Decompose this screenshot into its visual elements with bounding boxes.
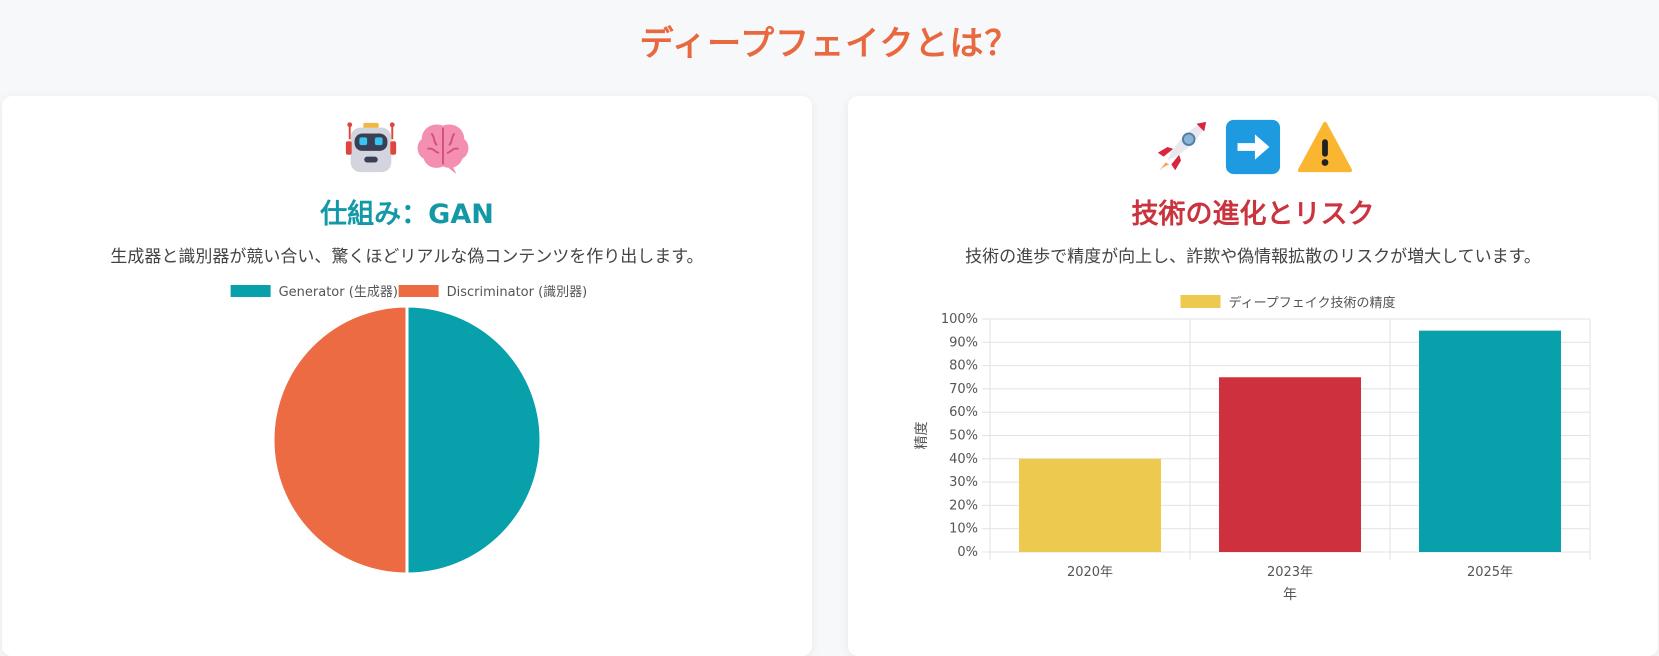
gan-icons — [2, 118, 812, 176]
y-tick-label: 100% — [941, 312, 978, 327]
y-tick-label: 40% — [949, 452, 978, 467]
legend-label: ディープフェイク技術の精度 — [1229, 295, 1396, 311]
bar — [1019, 458, 1161, 552]
rocket-icon — [1155, 121, 1207, 175]
legend-swatch — [1180, 295, 1221, 308]
y-tick-label: 50% — [949, 429, 978, 444]
legend-swatch — [398, 285, 439, 297]
y-tick-label: 0% — [957, 545, 978, 560]
gan-card: 仕組み：GAN 生成器と識別器が競い合い、驚くほどリアルな偽コンテンツを作り出し… — [2, 96, 812, 656]
warning-icon — [1297, 121, 1353, 173]
y-tick-label: 90% — [949, 335, 978, 350]
right-arrow-icon — [1225, 119, 1281, 175]
gan-title: 仕組み：GAN — [320, 199, 494, 230]
gan-pie-chart: Generator (生成器) Discriminator (識別器) — [230, 285, 588, 576]
x-tick-label: 2023年 — [1267, 565, 1313, 580]
legend-label: Generator (生成器) — [279, 285, 398, 300]
x-tick-label: 2020年 — [1067, 565, 1113, 580]
risk-title: 技術の進化とリスク — [1131, 199, 1375, 230]
gan-description: 生成器と識別器が競い合い、驚くほどリアルな偽コンテンツを作り出します。 — [110, 247, 704, 267]
bar — [1419, 330, 1561, 552]
accuracy-bar-chart: ディープフェイク技術の精度 0% 10% 20% 30% 40% 50% 60% 70% 80% 9… — [914, 295, 1591, 603]
brain-icon — [417, 124, 469, 175]
robot-icon — [345, 122, 397, 173]
y-tick-label: 30% — [949, 475, 978, 490]
risk-icons — [848, 118, 1658, 176]
risk-card: 技術の進化とリスク 技術の進歩で精度が向上し、詐欺や偽情報拡散のリスクが増大して… — [848, 96, 1658, 656]
y-tick-label: 10% — [949, 522, 978, 537]
x-tick-label: 2025年 — [1467, 565, 1513, 580]
bar — [1219, 377, 1361, 552]
page-title: ディープフェイクとは？ — [639, 24, 1020, 64]
risk-description: 技術の進歩で精度が向上し、詐欺や偽情報拡散のリスクが増大しています。 — [965, 247, 1541, 267]
y-axis-title: 精度 — [914, 422, 930, 450]
y-tick-label: 20% — [949, 498, 978, 513]
y-tick-label: 80% — [949, 359, 978, 374]
y-tick-label: 60% — [949, 405, 978, 420]
legend-swatch — [230, 285, 271, 297]
legend-label: Discriminator (識別器) — [447, 285, 588, 300]
y-tick-label: 70% — [949, 382, 978, 397]
pie-slice — [405, 304, 543, 576]
pie-slice — [271, 304, 409, 576]
x-axis-title: 年 — [1283, 587, 1297, 603]
